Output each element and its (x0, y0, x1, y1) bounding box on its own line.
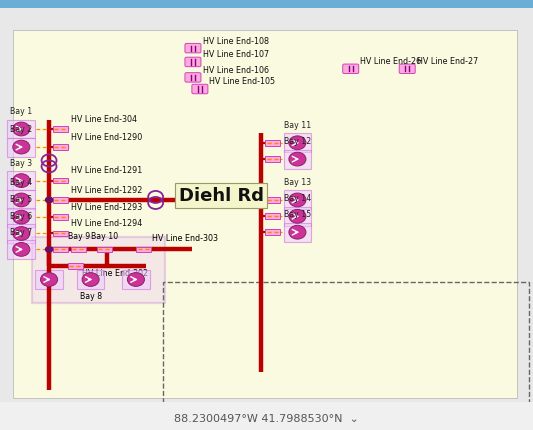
Text: HV Line End-108: HV Line End-108 (203, 37, 269, 46)
Bar (7, 240, 35, 259)
Text: HV Line End-105: HV Line End-105 (209, 77, 276, 86)
Circle shape (289, 136, 306, 150)
Bar (0, 402, 533, 430)
Text: Bay 5: Bay 5 (10, 195, 33, 204)
Bar (265, 197, 280, 203)
Bar (284, 133, 311, 152)
Bar (163, 282, 529, 428)
Bar (53, 178, 68, 183)
Text: HV Line End-304: HV Line End-304 (71, 115, 138, 124)
Circle shape (289, 152, 306, 166)
Bar (71, 247, 86, 252)
Text: Bay 1: Bay 1 (10, 107, 33, 116)
Circle shape (13, 122, 30, 136)
FancyBboxPatch shape (399, 64, 415, 74)
Text: Bay 11: Bay 11 (284, 121, 311, 130)
Bar (265, 230, 280, 235)
Circle shape (127, 273, 144, 286)
Circle shape (13, 174, 30, 187)
Bar (265, 140, 280, 145)
Circle shape (13, 193, 30, 207)
Text: Bay 8: Bay 8 (79, 292, 102, 301)
Bar (7, 171, 35, 190)
FancyBboxPatch shape (343, 64, 359, 74)
Bar (7, 190, 35, 209)
Text: HV Line End-1291: HV Line End-1291 (71, 166, 143, 175)
Bar (7, 224, 35, 243)
Circle shape (82, 273, 99, 286)
Text: Bay 13: Bay 13 (284, 178, 311, 187)
Text: HV Line End-1293: HV Line End-1293 (71, 203, 143, 212)
Bar (265, 214, 280, 219)
Text: HV Line End-26: HV Line End-26 (360, 57, 421, 66)
Bar (136, 247, 151, 252)
Text: HV Line End-107: HV Line End-107 (203, 50, 269, 59)
Bar (53, 144, 68, 150)
Bar (53, 197, 68, 203)
Circle shape (289, 193, 306, 207)
FancyBboxPatch shape (185, 43, 201, 53)
Bar (32, 237, 165, 303)
Circle shape (13, 227, 30, 240)
Circle shape (13, 210, 30, 224)
Text: HV Line End-1292: HV Line End-1292 (71, 186, 143, 195)
Text: HV Line End-1294: HV Line End-1294 (71, 219, 143, 228)
Text: HV Line End-27: HV Line End-27 (417, 57, 478, 66)
Text: Bay 10: Bay 10 (91, 232, 118, 241)
Bar (265, 156, 280, 162)
Circle shape (45, 197, 53, 203)
FancyBboxPatch shape (185, 57, 201, 67)
Text: Bay 12: Bay 12 (284, 137, 311, 146)
Text: Bay 6: Bay 6 (10, 212, 33, 221)
Text: HV Line End-303: HV Line End-303 (152, 234, 219, 243)
Circle shape (13, 140, 30, 154)
Bar (284, 150, 311, 169)
Text: Bay 4: Bay 4 (10, 178, 33, 187)
Bar (53, 215, 68, 220)
Circle shape (45, 246, 53, 253)
Text: 88.2300497°W 41.7988530°N  ⌄: 88.2300497°W 41.7988530°N ⌄ (174, 415, 359, 424)
Bar (0, 0, 533, 8)
Text: Bay 3: Bay 3 (10, 159, 33, 168)
Bar (284, 190, 311, 209)
Bar (97, 247, 112, 252)
Circle shape (289, 225, 306, 239)
Bar (35, 270, 63, 289)
FancyBboxPatch shape (185, 73, 201, 82)
Circle shape (289, 209, 306, 223)
Bar (53, 126, 68, 132)
Bar (77, 270, 104, 289)
Text: Bay 15: Bay 15 (284, 210, 311, 219)
Text: Bay 14: Bay 14 (284, 194, 311, 203)
Bar (7, 208, 35, 227)
Bar (53, 230, 68, 237)
Text: HV Line End-302: HV Line End-302 (82, 269, 148, 278)
Text: Bay 7: Bay 7 (10, 227, 33, 236)
Text: Bay 2: Bay 2 (10, 125, 33, 134)
Circle shape (41, 273, 58, 286)
Circle shape (13, 243, 30, 256)
Bar (13, 30, 517, 398)
Bar (122, 270, 150, 289)
Bar (284, 223, 311, 242)
Bar (7, 120, 35, 138)
Bar (284, 207, 311, 226)
Text: Diehl Rd: Diehl Rd (179, 187, 264, 205)
Text: HV Line End-106: HV Line End-106 (203, 66, 269, 75)
Bar (68, 263, 83, 268)
FancyBboxPatch shape (192, 84, 208, 94)
Bar (7, 138, 35, 157)
Circle shape (257, 197, 265, 203)
Bar (53, 247, 68, 252)
Text: Bay 9: Bay 9 (68, 232, 90, 241)
Text: HV Line End-1290: HV Line End-1290 (71, 133, 143, 142)
